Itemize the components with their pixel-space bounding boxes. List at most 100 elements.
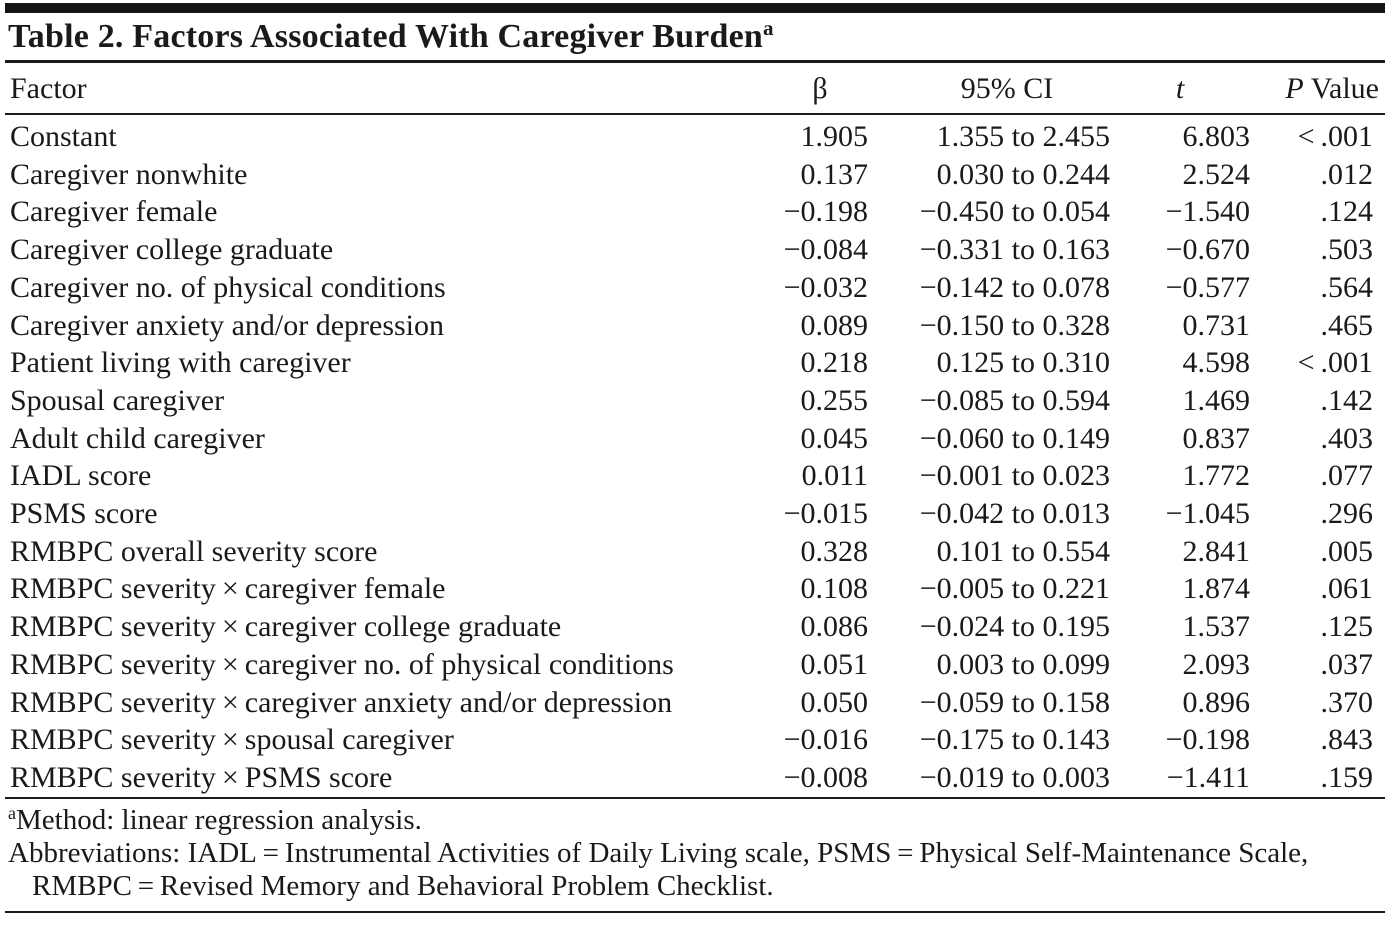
cell-ci: −0.042 to 0.013 bbox=[919, 497, 1110, 531]
cell-p-value: .061 bbox=[1320, 572, 1374, 606]
cell-t: −1.411 bbox=[1166, 760, 1250, 794]
cell-beta: −0.084 bbox=[783, 233, 868, 267]
cell-factor: RMBPC severity × caregiver college gradu… bbox=[10, 610, 562, 644]
cell-p-value: .403 bbox=[1320, 421, 1374, 455]
cell-ci: 0.101 to 0.554 bbox=[936, 534, 1110, 568]
table-top-rule bbox=[5, 3, 1385, 13]
cell-ci: −0.024 to 0.195 bbox=[919, 610, 1110, 644]
table-row: RMBPC severity × caregiver anxiety and/o… bbox=[5, 684, 1385, 722]
col-header-beta: β bbox=[772, 63, 868, 115]
cell-t: 2.524 bbox=[1182, 157, 1251, 191]
cell-factor: Caregiver no. of physical conditions bbox=[10, 270, 446, 304]
table-row: Caregiver nonwhite 0.137 0.030 to 0.244 2.5… bbox=[5, 156, 1385, 194]
cell-factor: Patient living with caregiver bbox=[10, 346, 351, 380]
cell-t: −0.577 bbox=[1165, 270, 1250, 304]
cell-p-value: .843 bbox=[1320, 723, 1374, 757]
cell-p-value: < .001 bbox=[1297, 346, 1373, 380]
col-header-ci: 95% CI bbox=[868, 63, 1110, 115]
cell-t: −1.045 bbox=[1165, 497, 1250, 531]
cell-beta: 0.089 bbox=[800, 308, 869, 342]
cell-factor: RMBPC severity × caregiver no. of physic… bbox=[10, 647, 674, 681]
cell-t: 0.896 bbox=[1182, 685, 1251, 719]
cell-p-value: .370 bbox=[1320, 685, 1374, 719]
cell-factor: RMBPC severity × caregiver female bbox=[10, 572, 446, 606]
cell-factor: RMBPC severity × caregiver anxiety and/o… bbox=[10, 685, 673, 719]
cell-t: −1.540 bbox=[1165, 195, 1250, 229]
cell-beta: −0.198 bbox=[783, 195, 868, 229]
cell-factor: RMBPC severity × spousal caregiver bbox=[10, 723, 454, 757]
cell-p-value: .296 bbox=[1320, 497, 1374, 531]
footnote-method-text: Method: linear regression analysis. bbox=[16, 803, 422, 836]
cell-t: −0.670 bbox=[1165, 233, 1250, 267]
table-row: RMBPC overall severity score 0.328 0.101 t… bbox=[5, 533, 1385, 571]
cell-ci: −0.019 to 0.003 bbox=[919, 760, 1110, 794]
table-row: PSMS score −0.015 −0.042 to 0.013 −1.045 .29… bbox=[5, 495, 1385, 533]
cell-p-value: .159 bbox=[1320, 760, 1374, 794]
table-row: Constant 1.905 1.355 to 2.455 6.803 < .001 bbox=[5, 114, 1385, 156]
footnote-abbreviations: Abbreviations: IADL = Instrumental Activ… bbox=[8, 836, 1309, 902]
p-value-header-italic: P bbox=[1285, 72, 1304, 105]
table-row: Patient living with caregiver 0.218 0.125 … bbox=[5, 344, 1385, 382]
cell-ci: −0.142 to 0.078 bbox=[919, 270, 1110, 304]
cell-beta: −0.008 bbox=[783, 760, 868, 794]
cell-t: 0.731 bbox=[1182, 308, 1251, 342]
cell-factor: Caregiver nonwhite bbox=[10, 157, 248, 191]
table-title-superscript: a bbox=[762, 16, 774, 40]
cell-p-value: .077 bbox=[1320, 459, 1374, 493]
cell-beta: −0.016 bbox=[783, 723, 868, 757]
regression-table: Factor β 95% CI t P Value Constant 1.905 1… bbox=[5, 63, 1385, 799]
cell-ci: −0.450 to 0.054 bbox=[919, 195, 1110, 229]
cell-beta: −0.015 bbox=[783, 497, 868, 531]
cell-t: 4.598 bbox=[1182, 346, 1251, 380]
cell-ci: −0.005 to 0.221 bbox=[919, 572, 1110, 606]
table-figure: Table 2. Factors Associated With Caregiv… bbox=[5, 0, 1385, 913]
cell-ci: −0.150 to 0.328 bbox=[919, 308, 1110, 342]
cell-t: 6.803 bbox=[1182, 120, 1251, 153]
cell-t: 0.837 bbox=[1182, 421, 1251, 455]
cell-factor: Caregiver college graduate bbox=[10, 233, 334, 267]
cell-factor: RMBPC overall severity score bbox=[10, 534, 378, 568]
col-header-factor: Factor bbox=[5, 63, 772, 115]
cell-factor: RMBPC severity × PSMS score bbox=[10, 760, 393, 794]
cell-beta: 0.086 bbox=[800, 610, 869, 644]
table-title: Table 2. Factors Associated With Caregiv… bbox=[5, 13, 1385, 63]
col-header-p-value: P Value bbox=[1250, 63, 1385, 115]
table-row: Spousal caregiver 0.255 −0.085 to 0.594 1.4… bbox=[5, 382, 1385, 420]
table-row: RMBPC severity × PSMS score −0.008 −0.019 … bbox=[5, 759, 1385, 798]
table-header: Factor β 95% CI t P Value bbox=[5, 63, 1385, 115]
cell-t: 1.469 bbox=[1182, 383, 1251, 417]
cell-ci: −0.175 to 0.143 bbox=[919, 723, 1110, 757]
cell-ci: 0.030 to 0.244 bbox=[936, 157, 1110, 191]
cell-t: 1.537 bbox=[1182, 610, 1251, 644]
cell-p-value: .124 bbox=[1320, 195, 1374, 229]
cell-p-value: .503 bbox=[1320, 233, 1374, 267]
table-row: IADL score 0.011 −0.001 to 0.023 1.772 .077 bbox=[5, 457, 1385, 495]
table-row: RMBPC severity × caregiver college gradu… bbox=[5, 608, 1385, 646]
table-row: Caregiver no. of physical conditions −0.0… bbox=[5, 269, 1385, 307]
cell-beta: 0.011 bbox=[801, 459, 868, 493]
footnote-method-superscript: a bbox=[8, 802, 16, 823]
table-row: RMBPC severity × caregiver female 0.108 −0… bbox=[5, 570, 1385, 608]
cell-t: −0.198 bbox=[1165, 723, 1250, 757]
cell-factor: IADL score bbox=[10, 459, 152, 493]
cell-p-value: .037 bbox=[1320, 647, 1374, 681]
cell-factor: Spousal caregiver bbox=[10, 383, 225, 417]
cell-p-value: .125 bbox=[1320, 610, 1374, 644]
table-row: RMBPC severity × spousal caregiver −0.016… bbox=[5, 721, 1385, 759]
table-body: Constant 1.905 1.355 to 2.455 6.803 < .001 Ca… bbox=[5, 114, 1385, 798]
cell-factor: Constant bbox=[10, 120, 117, 153]
cell-factor: Caregiver female bbox=[10, 195, 218, 229]
cell-beta: 1.905 bbox=[800, 120, 869, 153]
table-row: Adult child caregiver 0.045 −0.060 to 0.14… bbox=[5, 420, 1385, 458]
cell-ci: 0.003 to 0.099 bbox=[936, 647, 1110, 681]
cell-p-value: .564 bbox=[1320, 270, 1374, 304]
table-row: RMBPC severity × caregiver no. of physic… bbox=[5, 646, 1385, 684]
cell-p-value: .005 bbox=[1320, 534, 1374, 568]
cell-factor: PSMS score bbox=[10, 497, 158, 531]
cell-ci: −0.331 to 0.163 bbox=[919, 233, 1110, 267]
cell-t: 2.841 bbox=[1182, 534, 1251, 568]
table-row: Caregiver anxiety and/or depression 0.089… bbox=[5, 307, 1385, 345]
cell-beta: 0.050 bbox=[800, 685, 869, 719]
cell-p-value: .465 bbox=[1320, 308, 1374, 342]
cell-beta: 0.045 bbox=[800, 421, 869, 455]
